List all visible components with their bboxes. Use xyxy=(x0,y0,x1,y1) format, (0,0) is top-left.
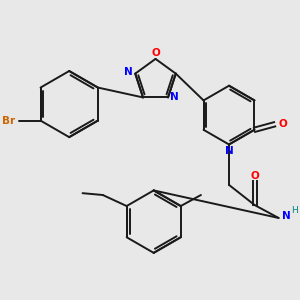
Text: Br: Br xyxy=(2,116,16,126)
Text: H: H xyxy=(292,206,298,215)
Text: O: O xyxy=(250,171,259,181)
Text: N: N xyxy=(124,67,133,77)
Text: O: O xyxy=(278,119,287,129)
Text: N: N xyxy=(281,212,290,221)
Text: N: N xyxy=(170,92,179,102)
Text: O: O xyxy=(151,48,160,58)
Text: N: N xyxy=(225,146,233,156)
